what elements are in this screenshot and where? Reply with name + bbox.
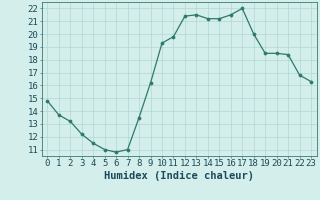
X-axis label: Humidex (Indice chaleur): Humidex (Indice chaleur) — [104, 171, 254, 181]
